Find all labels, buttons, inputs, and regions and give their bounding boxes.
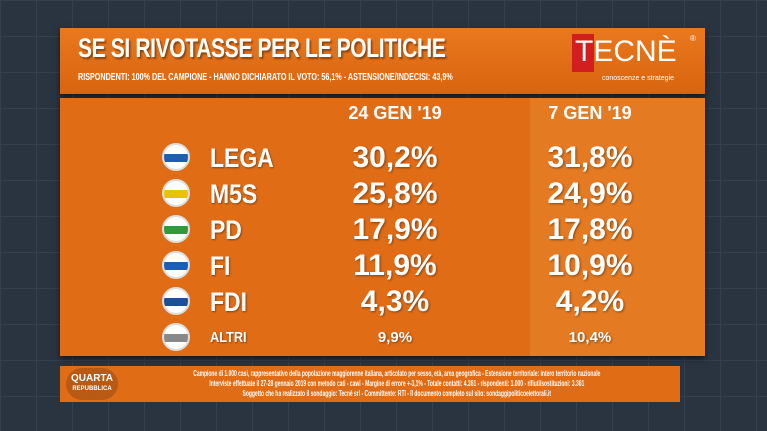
value-24-gen: 17,9% [352,213,438,246]
party-logo-icon [162,323,190,351]
logo-red-block [572,34,594,72]
show-logo-subtext: REPUBBLICA [72,386,112,392]
party-logo-stripe [164,334,188,342]
value-7-gen: 24,9% [547,177,633,210]
party-logo-icon [162,143,190,171]
party-name: PD [210,215,242,245]
table-row: ALTRI 9,9% 10,4% [60,320,705,356]
party-name: M5S [210,179,258,209]
footnote-line: Soggetto che ha realizzato il sondaggio:… [242,389,552,398]
party-logo-stripe [164,226,188,234]
logo-text: TECNÈ [575,35,677,68]
footer-note: QUARTA REPUBBLICA Campione di 1.000 casi,… [60,366,680,402]
value-7-gen: 10,4% [568,329,612,346]
value-7-gen: 17,8% [547,213,633,246]
value-24-gen: 30,2% [352,141,438,174]
party-logo-stripe [164,190,188,198]
party-logo-stripe [164,154,188,162]
column-header: 24 GEN '19 [348,103,442,123]
value-24-gen: 4,3% [360,285,430,318]
value-7-gen: 4,2% [555,285,625,318]
footnote-line: Interviste effettuate il 27-28 gennaio 2… [209,379,585,388]
party-logo-icon [162,215,190,243]
party-logo-stripe [164,298,188,306]
party-name: LEGA [210,143,274,173]
results-panel: 24 GEN '19 7 GEN '19 LEGA 30,2% 31,8% M5… [60,98,705,356]
party-name: ALTRI [210,329,247,346]
table-row: M5S 25,8% 24,9% [60,176,705,212]
value-24-gen: 25,8% [352,177,438,210]
page-title: SE SI RIVOTASSE PER LE POLITICHE [78,33,446,63]
table-row: FI 11,9% 10,9% [60,248,705,284]
tecne-logo: TECNÈ conoscenze e strategie ® [572,34,702,90]
value-24-gen: 9,9% [377,329,413,346]
show-logo-text: QUARTA [70,373,114,384]
right-column-background [530,98,705,356]
footnote-line: Campione di 1.000 casi, rappresentativo … [193,369,601,378]
party-name: FI [210,251,231,281]
header-band: SE SI RIVOTASSE PER LE POLITICHE RISPOND… [60,28,705,94]
party-logo-icon [162,179,190,207]
value-24-gen: 11,9% [353,249,437,282]
value-7-gen: 31,8% [547,141,633,174]
table-row: LEGA 30,2% 31,8% [60,140,705,176]
table-row: PD 17,9% 17,8% [60,212,705,248]
party-logo-icon [162,251,190,279]
column-header: 7 GEN '19 [548,103,632,123]
registered-mark: ® [690,34,696,43]
party-logo-icon [162,287,190,315]
subtitle: RISPONDENTI: 100% DEL CAMPIONE - HANNO D… [78,72,453,83]
value-7-gen: 10,9% [547,249,633,282]
logo-tagline: conoscenze e strategie [602,75,674,82]
quarta-repubblica-logo: QUARTA REPUBBLICA [66,368,118,400]
footnote: Campione di 1.000 casi, rappresentativo … [124,369,670,399]
party-logo-stripe [164,262,188,270]
table-row: FDI 4,3% 4,2% [60,284,705,320]
party-name: FDI [210,287,247,317]
